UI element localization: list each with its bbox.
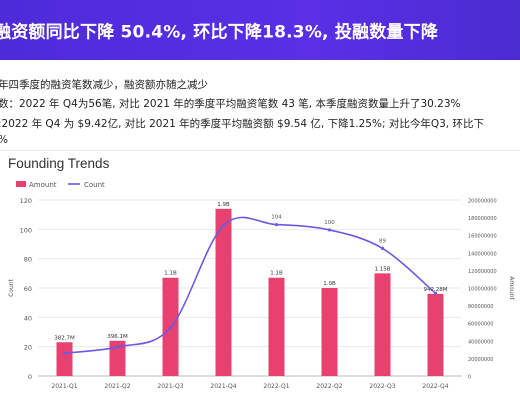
x-axis-tick-label: 2022-Q1: [263, 383, 289, 390]
right-axis-tick-label: 200000000: [468, 199, 497, 205]
count-point: [115, 345, 120, 349]
amount-data-label: 1.9B: [217, 202, 230, 208]
x-axis-tick-label: 2021-Q4: [210, 383, 236, 390]
count-point: [62, 351, 67, 355]
legend-label-amount: Amount: [29, 181, 57, 189]
x-axis-tick-label: 2022-Q3: [369, 383, 395, 390]
amount-bar: [321, 288, 338, 376]
count-point: [168, 326, 173, 330]
count-point: [327, 228, 332, 232]
amount-data-label: 1.0B: [323, 281, 336, 287]
amount-data-label: 1.1B: [164, 271, 177, 277]
amount-bar: [215, 208, 232, 376]
chart-title: Founding Trends: [8, 156, 110, 171]
amount-bar: [427, 293, 444, 376]
amount-bar: [374, 273, 391, 376]
slide-title: 融资额同比下降 50.4%, 环比下降18.3%, 投融数量下降: [0, 22, 439, 43]
x-axis-tick-label: 2021-Q2: [104, 383, 130, 390]
legend-swatch-amount: [16, 181, 26, 187]
x-axis-tick-label: 2022-Q2: [316, 383, 342, 390]
left-axis-tick-label: 40: [24, 314, 32, 322]
amount-data-label: 1.1B: [270, 271, 283, 277]
count-line: [64, 216, 437, 354]
right-axis-tick-label: 160000000: [468, 234, 497, 240]
count-point: [221, 223, 226, 228]
amount-bar: [109, 340, 126, 376]
count-data-label: 104: [271, 215, 282, 221]
left-axis-tick-label: 60: [24, 285, 32, 293]
right-axis-tick-label: 20000000: [468, 357, 493, 363]
count-point: [274, 223, 279, 227]
summary-line-3-continued: %: [0, 134, 8, 146]
amount-bar: [56, 342, 73, 376]
right-axis-tick-label: 140000000: [468, 251, 497, 257]
amount-data-label: 1.15B: [374, 266, 390, 272]
title-banner: 融资额同比下降 50.4%, 环比下降18.3%, 投融数量下降: [0, 0, 520, 60]
count-data-label: 100: [324, 220, 335, 226]
right-axis-tick-label: 100000000: [468, 287, 497, 293]
summary-line-3: :2022 年 Q4 为 $9.42亿, 对比 2021 年的季度平均融资额 $…: [0, 118, 484, 130]
right-axis-tick-label: 120000000: [468, 269, 497, 275]
right-axis-tick-label: 0: [468, 375, 471, 381]
right-axis-label: Amount: [508, 276, 515, 300]
amount-bar: [268, 277, 285, 376]
summary-line-1: 年四季度的融资笔数减少，融资额亦随之减少: [0, 79, 208, 91]
left-axis-tick-label: 120: [20, 197, 32, 205]
legend-label-count: Count: [84, 181, 105, 189]
amount-data-label: 382.7M: [54, 335, 75, 341]
amount-data-label: 942.28M: [424, 287, 448, 293]
left-axis-tick-label: 0: [28, 373, 32, 381]
left-axis-tick-label: 20: [24, 344, 32, 352]
left-axis-tick-label: 100: [20, 226, 32, 234]
x-axis-tick-label: 2022-Q4: [422, 383, 448, 390]
amount-data-label: 396.1M: [107, 334, 128, 340]
count-point: [380, 246, 385, 250]
right-axis-tick-label: 60000000: [468, 322, 493, 328]
summary-line-2: 数：2022 年 Q4为56笔, 对比 2021 年的季度平均融资笔数 43 笔…: [0, 98, 461, 110]
right-axis-tick-label: 180000000: [468, 216, 497, 222]
left-axis-label: Count: [8, 278, 15, 296]
right-axis-tick-label: 80000000: [468, 304, 493, 310]
left-axis-tick-label: 80: [24, 256, 32, 264]
right-axis-tick-label: 40000000: [468, 339, 493, 345]
x-axis-tick-label: 2021-Q1: [51, 383, 77, 390]
x-axis-tick-label: 2021-Q3: [157, 383, 183, 390]
count-data-label: 89: [379, 238, 386, 244]
count-point: [433, 291, 438, 295]
